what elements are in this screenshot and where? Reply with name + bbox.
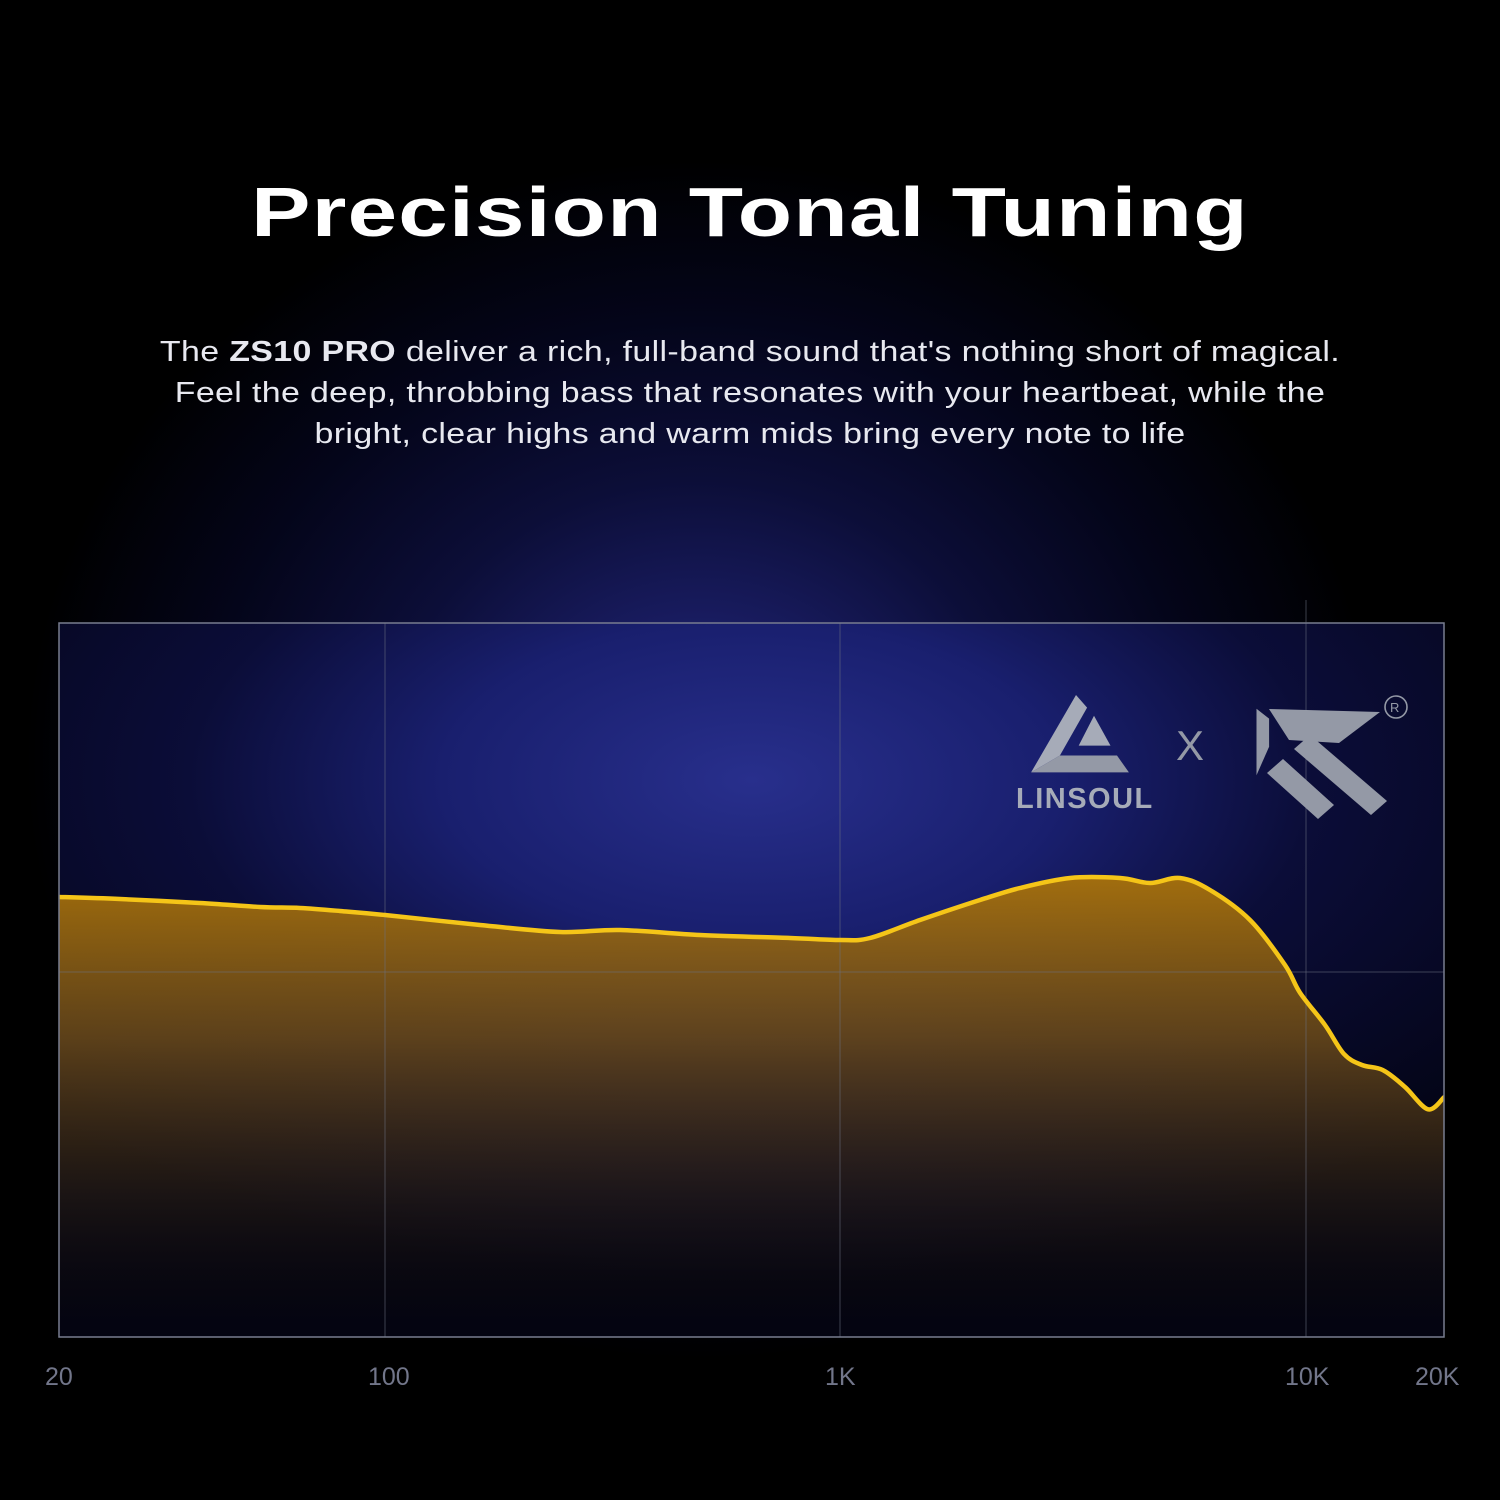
svg-text:LINSOUL: LINSOUL: [1016, 783, 1154, 815]
svg-text:R: R: [1390, 700, 1399, 715]
svg-text:X: X: [1176, 722, 1204, 769]
